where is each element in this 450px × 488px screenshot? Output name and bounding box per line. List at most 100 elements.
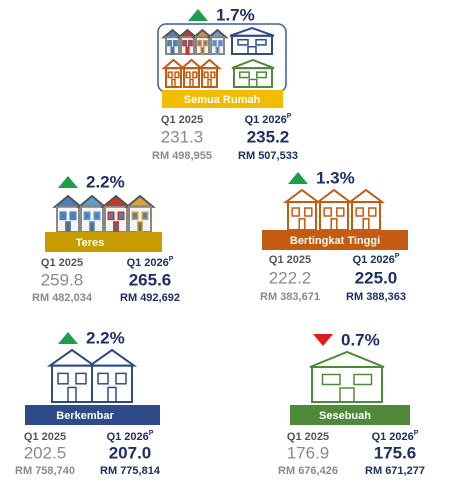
base-price: RM 758,740: [15, 465, 75, 477]
window: [93, 211, 101, 221]
base-period: Q1 2025: [24, 431, 66, 443]
base-index: 231.3: [161, 127, 204, 146]
current-period-label: Q1 2026: [245, 114, 287, 126]
window: [69, 211, 77, 221]
current-period-label: Q1 2026: [353, 254, 395, 266]
door: [137, 221, 143, 233]
door: [185, 46, 190, 55]
window: [304, 207, 313, 217]
label-bar: [25, 405, 160, 425]
base-index: 259.8: [41, 270, 84, 289]
window: [131, 211, 139, 221]
window: [368, 207, 377, 217]
change-value: 1.3%: [316, 168, 355, 187]
window: [59, 211, 67, 221]
house-icon: [124, 194, 156, 234]
window: [117, 211, 125, 221]
trend-arrow: [313, 334, 333, 346]
label-bar: [45, 232, 162, 252]
window: [75, 372, 87, 385]
current-period-label: Q1 2026: [107, 431, 149, 443]
category-name: Berkembar: [56, 410, 114, 422]
roof: [100, 194, 132, 208]
roof: [124, 194, 156, 208]
label-bar: [162, 90, 283, 108]
window: [238, 71, 250, 79]
window: [321, 373, 341, 386]
change-value: 1.7%: [216, 5, 255, 24]
window: [355, 207, 364, 217]
base-price: RM 482,034: [32, 292, 93, 304]
window: [83, 211, 91, 221]
category-name: Sesebuah: [319, 410, 371, 422]
window: [203, 40, 208, 47]
door: [298, 218, 306, 231]
current-period-mark: P: [287, 113, 292, 120]
current-index: 265.6: [129, 270, 172, 289]
door: [207, 78, 212, 88]
house-icon: [100, 194, 132, 234]
window: [353, 373, 373, 386]
roof: [283, 188, 321, 203]
door: [107, 386, 117, 403]
house-icon: [76, 194, 108, 234]
door: [247, 45, 257, 55]
door: [67, 386, 77, 403]
base-price: RM 676,426: [278, 465, 338, 477]
current-period-label: Q1 2026: [372, 431, 414, 443]
window: [210, 71, 216, 79]
house-icon: [309, 350, 385, 403]
base-period: Q1 2025: [41, 257, 83, 269]
window: [218, 40, 223, 47]
window: [212, 40, 217, 47]
door: [339, 387, 355, 403]
door: [362, 218, 370, 231]
category-name: Semua Rumah: [184, 94, 261, 106]
window: [107, 211, 115, 221]
current-price: RM 388,363: [346, 291, 406, 303]
trend-arrow: [188, 9, 208, 21]
window: [197, 40, 202, 47]
base-period: Q1 2025: [287, 431, 329, 443]
window: [291, 207, 300, 217]
base-index: 222.2: [269, 268, 312, 287]
door: [215, 46, 220, 55]
window: [167, 71, 173, 79]
window: [167, 40, 172, 47]
current-index: 175.6: [374, 443, 417, 462]
roof: [309, 350, 385, 368]
base-price: RM 498,955: [152, 150, 212, 162]
door: [330, 218, 338, 231]
door: [65, 221, 71, 233]
window: [182, 40, 187, 47]
change-value: 0.7%: [341, 330, 380, 349]
current-price: RM 671,277: [365, 465, 425, 477]
door: [248, 78, 258, 88]
current-price: RM 507,533: [238, 150, 298, 162]
house-icon: [231, 58, 275, 88]
door: [200, 46, 205, 55]
base-index: 176.9: [287, 443, 330, 462]
window: [203, 71, 209, 79]
current-period: Q1 2026P: [127, 256, 174, 269]
door: [170, 46, 175, 55]
window: [237, 38, 249, 46]
door: [89, 221, 95, 233]
label-bar: [262, 230, 408, 250]
house-icon: [229, 26, 275, 55]
category-name: Teres: [76, 237, 105, 249]
window: [336, 207, 345, 217]
current-index: 207.0: [109, 443, 152, 462]
change-value: 2.2%: [86, 328, 125, 347]
window: [192, 71, 198, 79]
house-icon: [206, 28, 229, 55]
roof: [52, 194, 84, 208]
current-period: Q1 2026P: [353, 253, 400, 266]
trend-arrow: [58, 176, 78, 188]
house-icon: [347, 188, 385, 231]
roof: [347, 188, 385, 203]
current-period-mark: P: [149, 430, 154, 437]
base-period: Q1 2025: [161, 114, 203, 126]
window: [188, 40, 193, 47]
current-period-mark: P: [169, 256, 174, 263]
